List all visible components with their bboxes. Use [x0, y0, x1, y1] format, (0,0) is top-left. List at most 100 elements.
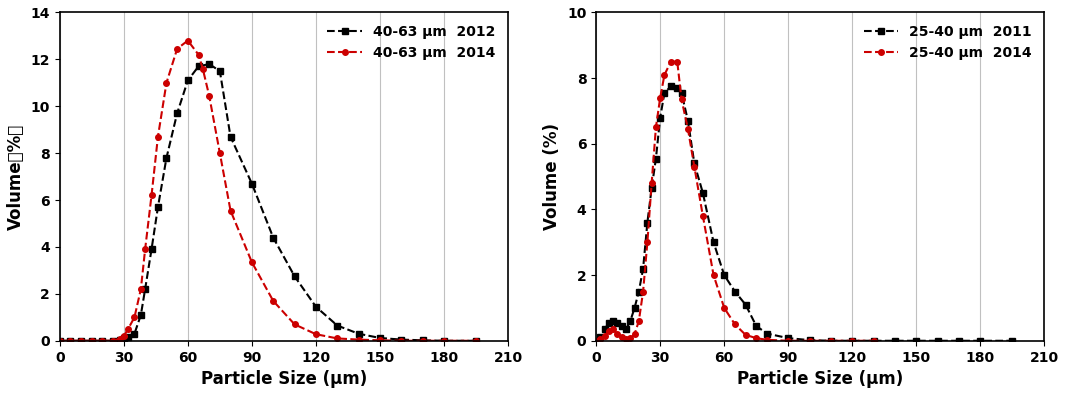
25-40 μm  2011 — [641, 220, 653, 225]
Y-axis label: Volume（%）: Volume（%） — [7, 124, 25, 230]
25-40 μm  2014 — [804, 339, 817, 343]
40-63 μm  2014 — [128, 315, 141, 320]
25-40 μm  2014 — [649, 125, 662, 130]
40-63 μm  2014 — [438, 339, 451, 343]
25-40 μm  2014 — [619, 337, 632, 342]
40-63 μm  2014 — [224, 208, 237, 213]
40-63 μm  2012 — [145, 247, 158, 252]
40-63 μm  2014 — [181, 38, 194, 43]
40-63 μm  2014 — [245, 260, 258, 265]
Legend: 40-63 μm  2012, 40-63 μm  2014: 40-63 μm 2012, 40-63 μm 2014 — [322, 19, 501, 66]
Y-axis label: Volume (%): Volume (%) — [544, 123, 562, 230]
25-40 μm  2014 — [846, 339, 859, 343]
25-40 μm  2014 — [675, 97, 688, 102]
40-63 μm  2012 — [203, 62, 215, 66]
25-40 μm  2011 — [728, 289, 741, 294]
25-40 μm  2014 — [825, 339, 838, 343]
25-40 μm  2014 — [658, 72, 671, 77]
25-40 μm  2011 — [889, 339, 902, 343]
25-40 μm  2011 — [611, 320, 624, 325]
25-40 μm  2014 — [641, 240, 653, 245]
40-63 μm  2012 — [128, 331, 141, 336]
25-40 μm  2011 — [696, 191, 709, 196]
40-63 μm  2012 — [134, 312, 147, 317]
25-40 μm  2011 — [607, 319, 619, 324]
25-40 μm  2011 — [664, 84, 677, 89]
40-63 μm  2014 — [139, 247, 151, 252]
25-40 μm  2011 — [760, 331, 773, 336]
25-40 μm  2011 — [624, 319, 636, 324]
40-63 μm  2012 — [117, 336, 130, 341]
40-63 μm  2014 — [373, 338, 386, 343]
40-63 μm  2012 — [96, 339, 109, 343]
40-63 μm  2012 — [53, 339, 66, 343]
40-63 μm  2014 — [53, 339, 66, 343]
25-40 μm  2014 — [611, 332, 624, 337]
25-40 μm  2011 — [804, 338, 817, 342]
40-63 μm  2014 — [470, 339, 483, 343]
40-63 μm  2014 — [145, 193, 158, 198]
40-63 μm  2012 — [266, 235, 279, 240]
40-63 μm  2012 — [85, 339, 98, 343]
40-63 μm  2012 — [192, 64, 205, 69]
25-40 μm  2014 — [868, 339, 881, 343]
40-63 μm  2012 — [64, 339, 77, 343]
Line: 25-40 μm  2014: 25-40 μm 2014 — [594, 59, 876, 344]
25-40 μm  2011 — [649, 156, 662, 161]
25-40 μm  2011 — [717, 273, 730, 277]
40-63 μm  2014 — [192, 52, 205, 57]
40-63 μm  2012 — [113, 337, 126, 342]
40-63 μm  2012 — [288, 274, 301, 278]
25-40 μm  2011 — [781, 336, 794, 340]
25-40 μm  2014 — [664, 59, 677, 64]
40-63 μm  2014 — [151, 134, 164, 139]
40-63 μm  2014 — [75, 339, 87, 343]
40-63 μm  2012 — [417, 338, 430, 343]
Legend: 25-40 μm  2011, 25-40 μm  2014: 25-40 μm 2011, 25-40 μm 2014 — [858, 19, 1037, 66]
40-63 μm  2014 — [122, 327, 134, 331]
25-40 μm  2011 — [628, 306, 641, 310]
25-40 μm  2011 — [953, 339, 966, 343]
25-40 μm  2011 — [825, 339, 838, 343]
40-63 μm  2014 — [196, 66, 209, 71]
40-63 μm  2014 — [394, 339, 407, 343]
25-40 μm  2014 — [707, 273, 720, 277]
25-40 μm  2011 — [636, 266, 649, 271]
40-63 μm  2012 — [181, 78, 194, 83]
40-63 μm  2012 — [122, 335, 134, 340]
40-63 μm  2014 — [266, 299, 279, 303]
25-40 μm  2014 — [760, 337, 773, 342]
25-40 μm  2014 — [671, 59, 683, 64]
40-63 μm  2014 — [288, 322, 301, 327]
40-63 μm  2014 — [96, 339, 109, 343]
25-40 μm  2011 — [868, 339, 881, 343]
25-40 μm  2014 — [688, 164, 700, 169]
25-40 μm  2011 — [749, 324, 762, 328]
25-40 μm  2011 — [619, 327, 632, 332]
40-63 μm  2012 — [373, 336, 386, 340]
40-63 μm  2012 — [160, 156, 173, 160]
40-63 μm  2012 — [438, 339, 451, 343]
40-63 μm  2014 — [417, 339, 430, 343]
25-40 μm  2014 — [653, 96, 666, 100]
25-40 μm  2011 — [594, 335, 607, 340]
40-63 μm  2012 — [107, 339, 119, 343]
40-63 μm  2014 — [117, 334, 130, 339]
X-axis label: Particle Size (μm): Particle Size (μm) — [738, 370, 904, 388]
40-63 μm  2012 — [309, 305, 322, 309]
25-40 μm  2011 — [681, 118, 694, 123]
40-63 μm  2012 — [139, 287, 151, 292]
25-40 μm  2011 — [846, 339, 859, 343]
25-40 μm  2014 — [594, 337, 607, 342]
25-40 μm  2014 — [598, 333, 611, 338]
40-63 μm  2014 — [85, 339, 98, 343]
40-63 μm  2012 — [470, 339, 483, 343]
25-40 μm  2014 — [728, 322, 741, 327]
25-40 μm  2011 — [589, 339, 602, 343]
25-40 μm  2011 — [671, 86, 683, 90]
40-63 μm  2014 — [113, 337, 126, 341]
25-40 μm  2014 — [602, 329, 615, 333]
25-40 μm  2011 — [910, 339, 923, 343]
25-40 μm  2011 — [598, 327, 611, 332]
40-63 μm  2014 — [107, 339, 119, 343]
